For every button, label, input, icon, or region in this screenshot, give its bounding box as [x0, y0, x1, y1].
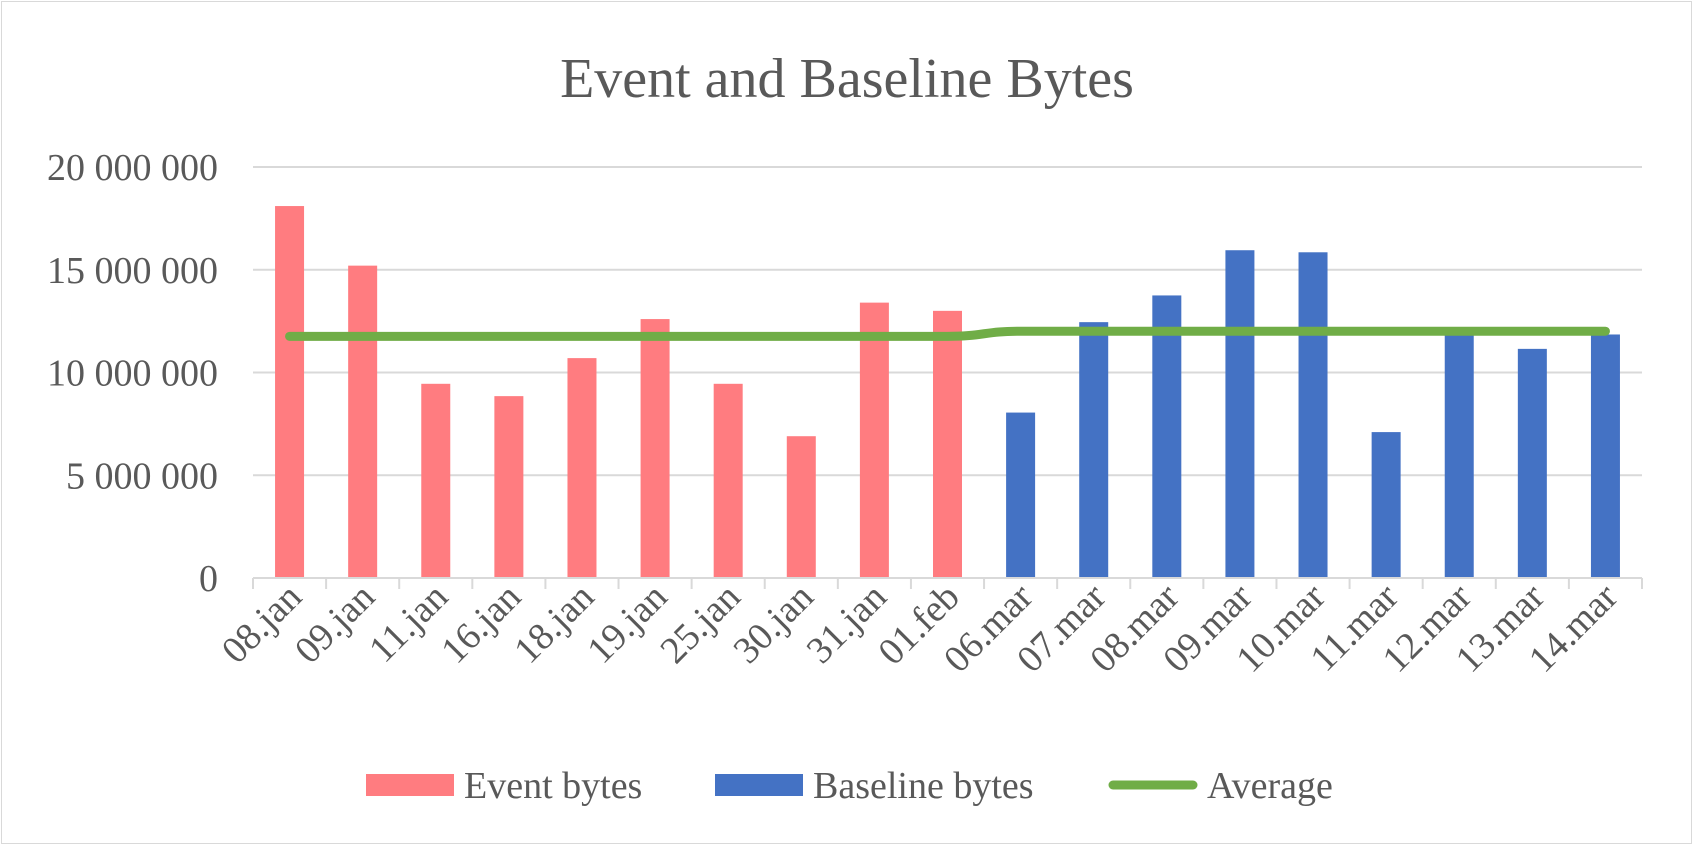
bar-baseline-bytes-12-mar [1444, 332, 1474, 578]
bar-event-bytes-16-jan [494, 396, 524, 578]
legend-swatch-baseline-bytes [715, 774, 803, 796]
x-axis-tick-labels: 08.jan09.jan11.jan16.jan18.jan19.jan25.j… [214, 575, 1626, 680]
bar-event-bytes-31-jan [859, 302, 889, 578]
y-tick-label: 5 000 000 [66, 455, 218, 497]
x-tick-label: 25.jan [652, 576, 748, 672]
bar-baseline-bytes-10-mar [1298, 252, 1328, 578]
legend-label-event-bytes: Event bytes [464, 765, 642, 807]
x-tick-label: 31.jan [799, 576, 895, 672]
bar-baseline-bytes-09-mar [1225, 250, 1255, 579]
y-tick-label: 15 000 000 [47, 250, 218, 292]
bar-baseline-bytes-08-mar [1152, 295, 1182, 578]
x-tick-label: 18.jan [506, 576, 602, 672]
x-tick-label: 09.jan [287, 576, 383, 672]
x-tick-label: 11.jan [361, 576, 456, 671]
y-tick-label: 20 000 000 [47, 147, 218, 189]
legend: Event bytes Baseline bytes Average [366, 765, 1333, 807]
y-tick-label: 0 [199, 558, 218, 600]
bar-event-bytes-09-jan [348, 265, 378, 578]
chart-title: Event and Baseline Bytes [560, 48, 1134, 110]
bar-baseline-bytes-13-mar [1517, 348, 1547, 578]
legend-swatch-event-bytes [366, 774, 454, 796]
y-axis-tick-labels: 0 5 000 000 10 000 000 15 000 000 20 000 000 [47, 147, 218, 600]
x-tick-label: 30.jan [726, 576, 822, 672]
x-tick-label: 16.jan [433, 576, 529, 672]
legend-label-baseline-bytes: Baseline bytes [813, 765, 1034, 807]
bar-marks [275, 206, 1620, 579]
y-tick-label: 10 000 000 [47, 353, 218, 395]
bar-event-bytes-30-jan [786, 436, 816, 578]
legend-label-average: Average [1207, 765, 1333, 807]
line-series [285, 326, 1610, 341]
bar-event-bytes-08-jan [275, 206, 305, 579]
bar-baseline-bytes-06-mar [1006, 412, 1036, 578]
bar-event-bytes-19-jan [640, 319, 670, 578]
bar-baseline-bytes-11-mar [1371, 432, 1401, 578]
bar-event-bytes-18-jan [567, 358, 597, 578]
bar-baseline-bytes-07-mar [1079, 322, 1109, 578]
x-tick-label: 19.jan [579, 576, 675, 672]
bar-event-bytes-25-jan [713, 383, 743, 578]
line-average [285, 326, 1610, 341]
bar-event-bytes-11-jan [421, 383, 451, 578]
x-tick-label: 08.jan [214, 576, 310, 672]
bar-event-bytes-01-feb [933, 310, 962, 578]
x-axis [252, 577, 1643, 589]
bar-baseline-bytes-14-mar [1590, 334, 1620, 578]
